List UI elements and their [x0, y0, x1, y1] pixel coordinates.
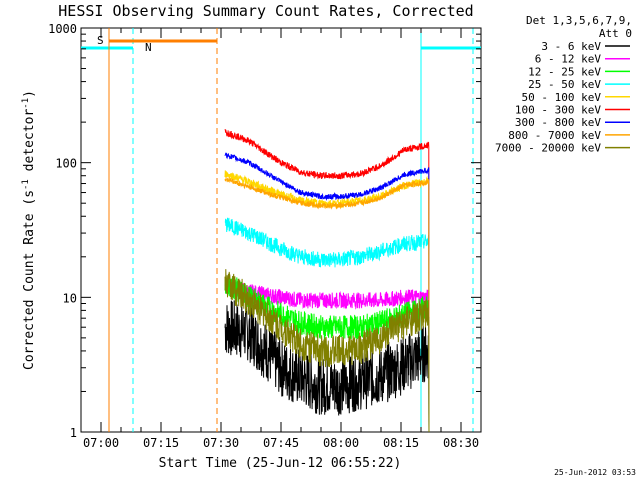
- legend-label-8: 7000 - 20000 keV: [495, 142, 601, 155]
- x-tick-label: 07:00: [83, 436, 119, 450]
- y-axis-label: Corrected Count Rate (s-1 detector-1): [21, 90, 37, 370]
- legend-label-7: 800 - 7000 keV: [508, 129, 601, 142]
- y-tick-label: 100: [55, 157, 77, 171]
- x-tick-label: 08:15: [383, 436, 419, 450]
- legend-header-2: Att 0: [599, 27, 632, 40]
- legend-label-1: 6 - 12 keV: [535, 53, 602, 66]
- y-tick-label: 1000: [48, 22, 77, 36]
- plot-area: SN: [81, 28, 481, 433]
- x-tick-label: 07:45: [263, 436, 299, 450]
- night-label: N: [145, 41, 152, 54]
- y-axis-label-exp2: -1: [21, 98, 31, 109]
- x-tick-label: 07:30: [203, 436, 239, 450]
- x-tick-label: 08:30: [443, 436, 479, 450]
- series-line-7: [224, 176, 430, 433]
- x-axis-label: Start Time (25-Jun-12 06:55:22): [159, 456, 402, 471]
- x-tick-label: 07:15: [143, 436, 179, 450]
- series-line-1: [224, 279, 430, 433]
- series-line-6: [224, 152, 430, 433]
- y-tick-label: 1: [70, 426, 77, 440]
- legend-header-1: Det 1,3,5,6,7,9,: [526, 14, 632, 27]
- axes: 07:00 07:15 07:30 07:45 08:00 08:15 08:30 1 10 10…: [48, 22, 482, 450]
- legend-label-5: 100 - 300 keV: [515, 104, 601, 117]
- legend-label-4: 50 - 100 keV: [522, 91, 602, 104]
- series-line-5: [224, 128, 430, 433]
- series-line-3: [224, 217, 430, 433]
- series-line-0: [224, 300, 430, 433]
- saa-label: S: [97, 34, 104, 47]
- y-axis-label-end: ): [22, 90, 37, 98]
- legend-label-2: 12 - 25 keV: [528, 65, 601, 78]
- legend-label-6: 300 - 800 keV: [515, 116, 601, 129]
- legend-label-3: 25 - 50 keV: [528, 78, 601, 91]
- x-tick-label: 08:00: [323, 436, 359, 450]
- y-axis-label-main: Corrected Count Rate (s: [22, 190, 37, 370]
- y-axis-label-exp1: -1: [21, 179, 31, 190]
- y-tick-label: 10: [63, 291, 77, 305]
- series-line-8: [224, 269, 430, 433]
- legend-label-0: 3 - 6 keV: [541, 40, 601, 53]
- footer-date: 25-Jun-2012 03:53: [554, 468, 636, 477]
- y-axis-label-mid: detector: [22, 109, 37, 180]
- chart-title: HESSI Observing Summary Count Rates, Cor…: [58, 2, 473, 20]
